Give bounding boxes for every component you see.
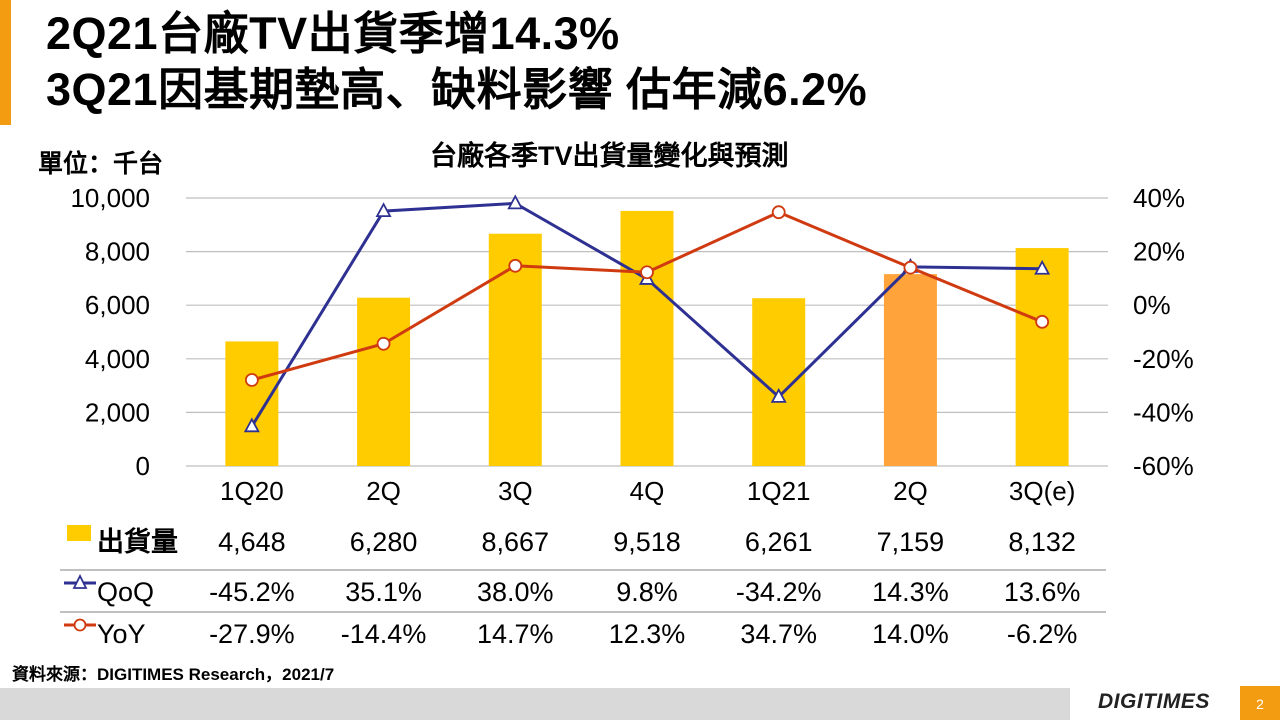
y2-tick-label: 40% <box>1133 183 1185 213</box>
legend-key-shipments <box>67 525 91 541</box>
table-cell: -14.4% <box>341 619 427 649</box>
qoq-point-7 <box>1034 259 1051 275</box>
bar-2 <box>357 297 411 466</box>
y2-tick-label: 20% <box>1133 237 1185 267</box>
x-tick-label: 1Q21 <box>747 476 811 506</box>
table-cell: 14.3% <box>872 577 949 607</box>
yoy-point-7 <box>1035 314 1050 329</box>
table-cell: 7,159 <box>877 527 945 557</box>
qoq-point-2 <box>375 202 392 218</box>
x-tick-label: 1Q20 <box>220 476 284 506</box>
title-line-2: 3Q21因基期墊高、缺料影響 估年減6.2% <box>46 64 868 115</box>
table-row-label: YoY <box>97 619 146 649</box>
legend-key-qoq-marker <box>72 573 88 589</box>
shipment-chart: 10,000 8,000 6,000 4,000 2,000 0 40% 20% 0% -20% -… <box>60 183 1194 649</box>
legend-key-yoy-marker <box>73 618 87 632</box>
table-cell: 13.6% <box>1004 577 1081 607</box>
qoq-point-1 <box>243 417 260 433</box>
bar-4 <box>620 210 674 466</box>
title-line-1: 2Q21台廠TV出貨季增14.3% <box>46 8 620 59</box>
bar-1 <box>225 341 279 466</box>
table-cell: -6.2% <box>1007 619 1078 649</box>
table-cell: 9,518 <box>613 527 681 557</box>
yoy-point-5 <box>771 205 786 220</box>
yoy-point-1 <box>244 373 259 387</box>
table-row-label: QoQ <box>97 577 154 607</box>
page-number: 2 <box>1240 686 1280 720</box>
table-cell: 6,280 <box>350 527 418 557</box>
table-cell: 38.0% <box>477 577 554 607</box>
table-cell: 8,667 <box>481 527 549 557</box>
footer-band <box>0 688 1070 720</box>
yoy-point-2 <box>376 336 391 351</box>
table-cell: 6,261 <box>745 527 813 557</box>
x-tick-label: 2Q <box>893 476 928 506</box>
table-cell: -27.9% <box>209 619 295 649</box>
source-note: 資料來源：DIGITIMES Research，2021/7 <box>12 665 335 684</box>
table-cell: 12.3% <box>609 619 686 649</box>
table-cell: 34.7% <box>740 619 817 649</box>
bar-6 <box>883 274 937 466</box>
yoy-point-6 <box>903 260 918 275</box>
table-cell: 14.0% <box>872 619 949 649</box>
y2-tick-label: -60% <box>1133 451 1194 481</box>
y-tick-label: 4,000 <box>85 344 150 374</box>
y2-tick-label: 0% <box>1133 290 1171 320</box>
y-tick-label: 2,000 <box>85 397 150 427</box>
table-cell: 35.1% <box>345 577 422 607</box>
y-tick-label: 8,000 <box>85 237 150 267</box>
qoq-point-3 <box>507 194 524 210</box>
y2-tick-label: -40% <box>1133 397 1194 427</box>
accent-bar <box>0 0 11 125</box>
table-cell: -45.2% <box>209 577 295 607</box>
y-tick-label: 6,000 <box>85 290 150 320</box>
table-row-label: 出貨量 <box>97 526 178 557</box>
x-tick-label: 2Q <box>366 476 401 506</box>
x-tick-label: 3Q(e) <box>1009 476 1075 506</box>
unit-label: 單位：千台 <box>38 150 164 178</box>
slide-title: 2Q21台廠TV出貨季增14.3% 3Q21因基期墊高、缺料影響 估年減6.2% <box>46 6 867 118</box>
qoq-point-5 <box>770 387 787 403</box>
chart-title: 台廠各季TV出貨量變化與預測 <box>430 141 789 171</box>
yoy-point-3 <box>508 258 523 273</box>
bar-7 <box>1015 248 1069 466</box>
table-cell: 9.8% <box>616 577 678 607</box>
table-cell: -34.2% <box>736 577 822 607</box>
digitimes-logo: DIGITIMES <box>1098 690 1210 713</box>
yoy-point-4 <box>640 265 654 280</box>
x-tick-label: 3Q <box>498 476 533 506</box>
y-tick-label: 0 <box>136 451 150 481</box>
y-tick-label: 10,000 <box>70 183 150 213</box>
y2-tick-label: -20% <box>1133 344 1194 374</box>
x-tick-label: 4Q <box>630 476 665 506</box>
table-cell: 8,132 <box>1008 527 1076 557</box>
table-cell: 14.7% <box>477 619 554 649</box>
table-cell: 4,648 <box>218 527 286 557</box>
